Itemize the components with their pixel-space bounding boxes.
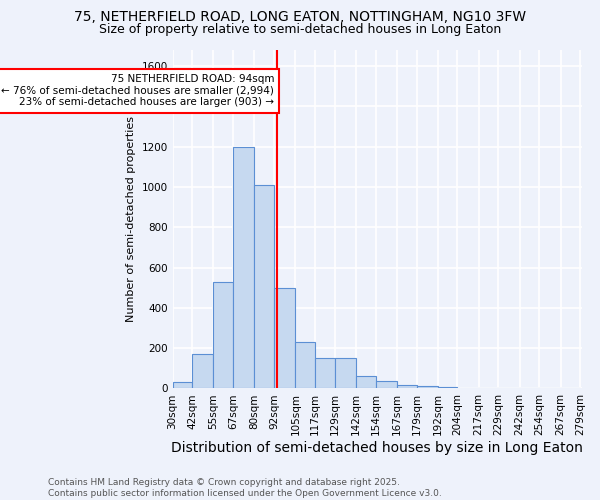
Bar (233, 146, 254, 388)
Bar (274, 288, 295, 388)
Bar (295, 342, 315, 388)
Text: 75, NETHERFIELD ROAD, LONG EATON, NOTTINGHAM, NG10 3FW: 75, NETHERFIELD ROAD, LONG EATON, NOTTIN… (74, 10, 526, 24)
Bar (192, 354, 214, 388)
Bar (214, 282, 233, 389)
Bar (356, 376, 376, 388)
Bar (335, 358, 356, 388)
Bar (254, 185, 274, 388)
Bar (397, 386, 416, 388)
Bar (416, 386, 438, 388)
Y-axis label: Number of semi-detached properties: Number of semi-detached properties (126, 116, 136, 322)
Bar (315, 358, 335, 388)
X-axis label: Distribution of semi-detached houses by size in Long Eaton: Distribution of semi-detached houses by … (171, 441, 583, 455)
Bar (173, 382, 192, 388)
Text: 75 NETHERFIELD ROAD: 94sqm
← 76% of semi-detached houses are smaller (2,994)
23%: 75 NETHERFIELD ROAD: 94sqm ← 76% of semi… (1, 74, 274, 108)
Text: Size of property relative to semi-detached houses in Long Eaton: Size of property relative to semi-detach… (99, 22, 501, 36)
Bar (376, 382, 397, 388)
Text: Contains HM Land Registry data © Crown copyright and database right 2025.
Contai: Contains HM Land Registry data © Crown c… (48, 478, 442, 498)
